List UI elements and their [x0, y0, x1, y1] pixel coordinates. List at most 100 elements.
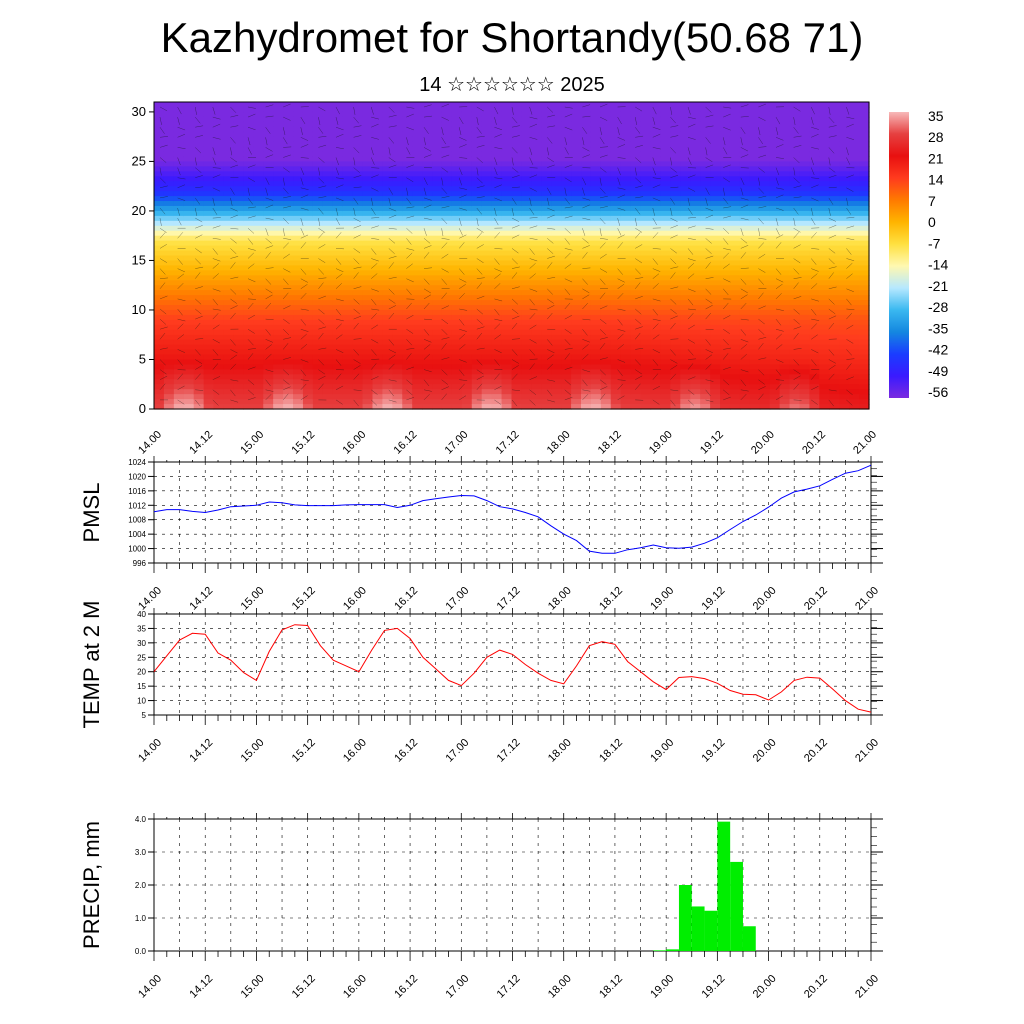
x-tick-label: 18.00: [545, 429, 573, 457]
colorbar-ramp: [889, 112, 909, 398]
temp-y-axis: 5 10 15 20 25 30 35 40: [137, 610, 883, 720]
x-tick-label: 14.12: [187, 585, 215, 613]
x-tick-label: 17.12: [495, 737, 523, 765]
precip-ylabel: PRECIP, mm: [79, 821, 104, 949]
y-tick-label: 1016: [128, 487, 146, 496]
temp-grid: [154, 613, 871, 716]
x-tick-label: 16.12: [392, 429, 420, 457]
colorbar-label: 7: [928, 193, 936, 209]
y-tick-label: 3.0: [135, 848, 147, 857]
x-tick-label: 17.00: [443, 737, 471, 765]
y-tick-label: 1004: [128, 530, 146, 539]
y-tick-label: 10: [132, 302, 146, 317]
precip-panel: 0.0 1.0 2.0 3.0 4.0 PRECIP, mm: [79, 813, 883, 961]
pmsl-series-line: [153, 464, 872, 554]
x-tick-label: 19.00: [648, 737, 676, 765]
x-tick-label: 19.00: [648, 973, 676, 1001]
temp-ylabel: TEMP at 2 M: [79, 601, 104, 729]
chart-subtitle: 14 ☆☆☆☆☆☆ 2025: [419, 74, 605, 96]
x-tick-label: 15.00: [239, 585, 267, 613]
x-tick-label: 15.12: [290, 973, 318, 1001]
y-tick-label: 30: [137, 639, 146, 648]
y-tick-label: 4.0: [135, 815, 147, 824]
colorbar-label: -35: [928, 320, 948, 336]
x-tick-label: 15.00: [239, 973, 267, 1001]
x-tick-label: 14.12: [187, 973, 215, 1001]
y-tick-label: 20: [132, 203, 146, 218]
colorbar-label: -14: [928, 257, 948, 273]
pmsl-ylabel: PMSL: [79, 483, 104, 543]
y-tick-label: 20: [137, 668, 146, 677]
precip-grid: [154, 818, 871, 952]
y-tick-label: 1.0: [135, 914, 147, 923]
y-tick-label: 40: [137, 610, 146, 619]
colorbar-label: -21: [928, 278, 948, 294]
y-tick-label: 25: [137, 653, 146, 662]
colorbar-label: -7: [928, 235, 941, 251]
x-tick-label: 15.12: [289, 429, 317, 457]
colorbar-label: -56: [928, 384, 948, 400]
precip-bar: [678, 885, 692, 951]
x-tick-label: 19.12: [698, 429, 726, 457]
y-tick-label: 1008: [128, 516, 146, 525]
y-tick-label: 0: [139, 401, 146, 416]
pmsl-y-axis: 996 1000 1004 1008 1012 1016 1020 1024: [128, 458, 883, 568]
x-tick-label: 21.00: [853, 585, 881, 613]
precip-y-axis: 0.0 1.0 2.0 3.0 4.0: [135, 815, 883, 956]
x-tick-label: 21.00: [851, 429, 879, 457]
precip-bar: [730, 861, 743, 951]
colorbar-label: 35: [928, 108, 944, 124]
precip-bar: [653, 950, 667, 951]
x-tick-label: 19.12: [700, 973, 728, 1001]
y-tick-label: 25: [132, 153, 146, 168]
x-tick-label: 17.00: [443, 429, 471, 457]
y-tick-label: 35: [137, 624, 146, 633]
x-tick-label: 20.12: [802, 585, 830, 613]
x-tick-label: 20.00: [751, 585, 779, 613]
x-tick-label: 20.00: [751, 973, 779, 1001]
pmsl-x-axis: 14.00 14.12 15.00 15.12 16.00 16.12 17.00 17.12…: [136, 585, 881, 613]
y-tick-label: 10: [137, 697, 146, 706]
precip-bar: [742, 926, 756, 951]
y-tick-label: 1012: [128, 501, 146, 510]
x-tick-label: 14.00: [136, 429, 164, 457]
x-tick-label: 18.12: [597, 973, 625, 1001]
x-tick-label: 16.00: [341, 585, 369, 613]
y-tick-label: 15: [137, 682, 146, 691]
x-tick-label: 19.12: [700, 585, 728, 613]
precip-x-axis: 14.00 14.12 15.00 15.12 16.00 16.12 17.00 17.12…: [136, 973, 881, 1001]
y-tick-label: 15: [132, 252, 146, 267]
cross-section-y-axis: 0 5 10 15 20 25 30: [132, 104, 154, 416]
y-tick-label: 1020: [128, 472, 146, 481]
x-tick-label: 16.00: [341, 973, 369, 1001]
x-tick-label: 15.00: [238, 429, 266, 457]
x-tick-label: 15.12: [290, 737, 318, 765]
x-tick-label: 16.00: [340, 429, 368, 457]
x-tick-label: 19.00: [647, 429, 675, 457]
x-tick-label: 14.12: [187, 737, 215, 765]
x-tick-label: 14.00: [136, 737, 164, 765]
x-tick-label: 19.00: [648, 585, 676, 613]
colorbar-label: -42: [928, 342, 948, 358]
precip-bar: [704, 910, 718, 951]
x-tick-label: 20.12: [802, 973, 830, 1001]
colorbar-label: -28: [928, 299, 948, 315]
colorbar-label: 28: [928, 129, 944, 145]
x-tick-label: 18.12: [596, 429, 624, 457]
temp-panel: 5 10 15 20 25 30 35 40 TEMP at 2 M: [79, 601, 883, 729]
x-tick-label: 15.12: [290, 585, 318, 613]
x-tick-label: 20.00: [749, 429, 777, 457]
x-tick-label: 20.12: [802, 737, 830, 765]
y-tick-label: 996: [133, 559, 147, 568]
x-tick-label: 15.00: [239, 737, 267, 765]
y-tick-label: 1000: [128, 545, 146, 554]
chart-title: Kazhydromet for Shortandy(50.68 71): [160, 14, 864, 61]
x-tick-label: 16.12: [392, 737, 420, 765]
colorbar-label: -49: [928, 363, 948, 379]
x-tick-label: 14.00: [136, 973, 164, 1001]
y-tick-label: 0.0: [135, 947, 147, 956]
x-tick-label: 14.00: [136, 585, 164, 613]
y-tick-label: 5: [139, 351, 146, 366]
precip-bar: [691, 906, 705, 951]
